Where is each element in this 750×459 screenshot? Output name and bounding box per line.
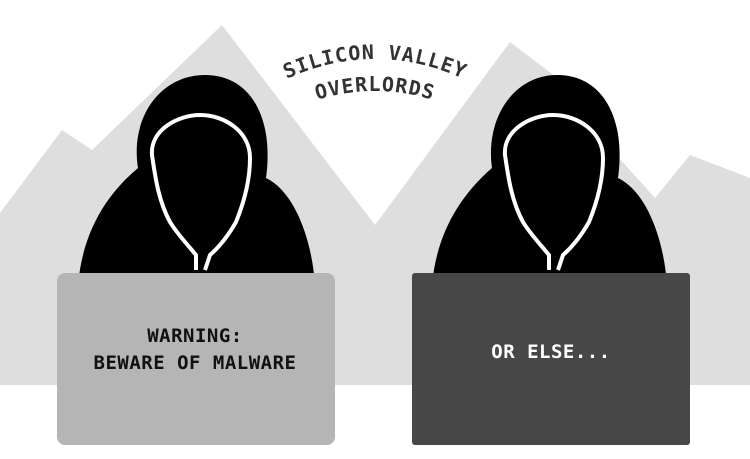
laptop-right <box>412 273 690 445</box>
banner-line-2: OVERLORDS <box>312 72 438 105</box>
left-laptop-line-2: BEWARE OF MALWARE <box>93 352 297 374</box>
right-laptop-line-1: OR ELSE... <box>491 341 611 363</box>
left-laptop-line-1: WARNING: <box>147 325 243 347</box>
laptop-right-screen-text: OR ELSE... <box>412 275 690 430</box>
laptop-left-screen-text: WARNING: BEWARE OF MALWARE <box>57 275 333 425</box>
hooded-figure-left <box>78 75 315 285</box>
laptop-left <box>57 273 335 445</box>
hooded-figure-right <box>432 75 667 285</box>
